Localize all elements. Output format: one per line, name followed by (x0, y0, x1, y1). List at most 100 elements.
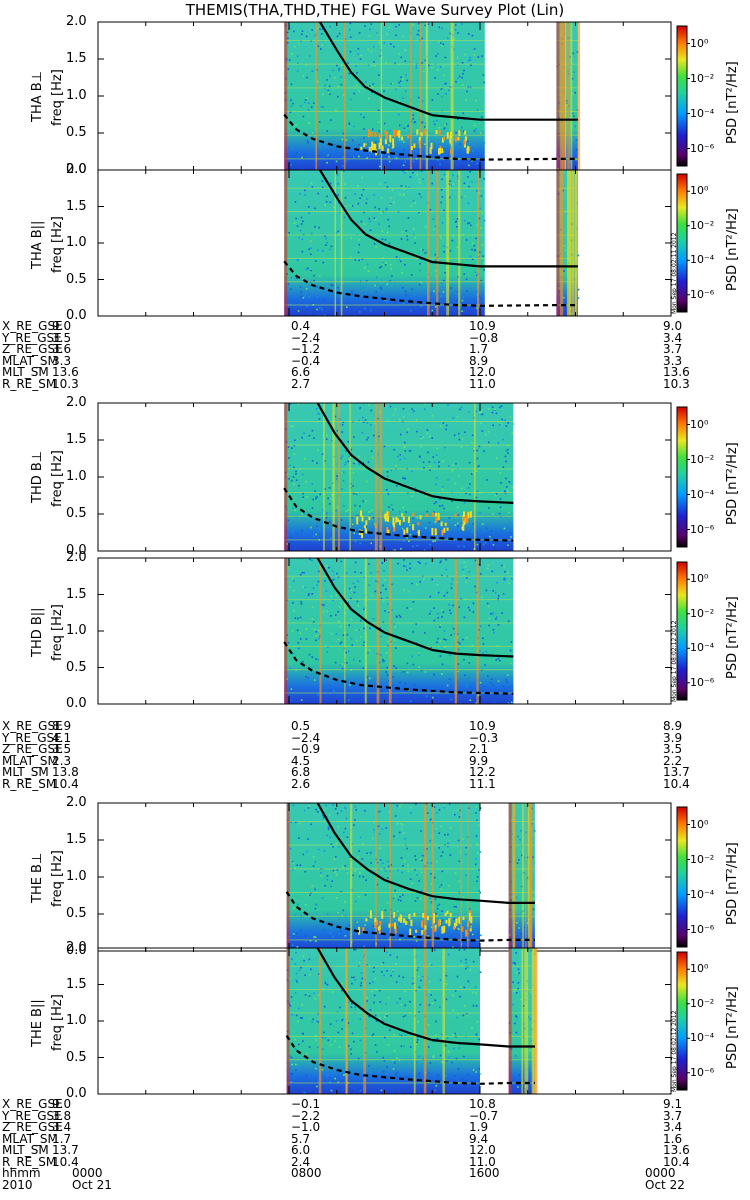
solid-frequency-curve (319, 22, 578, 121)
ephemeris-value: 10.8 (469, 1097, 496, 1111)
dashed-frequency-curve (285, 1034, 535, 1085)
ephemeris-label: X_RE_GSE (2, 319, 63, 333)
colorbar (676, 806, 688, 948)
ephemeris-value: −2.4 (291, 330, 321, 345)
spectrogram-the-bperp (97, 802, 690, 952)
time-axis-label: hhmm (2, 1166, 41, 1180)
ephemeris-label: MLT_SM (2, 1143, 49, 1157)
ephemeris-label: Z_RE_GSE (2, 342, 63, 356)
ephemeris-value: 2.4 (291, 1154, 311, 1169)
ephemeris-value: 6.8 (291, 765, 311, 779)
ephemeris-value: 3.3 (52, 353, 72, 368)
ephemeris-value: −2.2 (291, 1108, 321, 1123)
panel-yunit: freq [Hz] (50, 604, 65, 661)
colorbar-tick-label: 10⁰ (690, 572, 709, 586)
ephemeris-label: MLAT_SM (2, 353, 58, 368)
colorbar-tick-label: 10⁻⁶ (690, 675, 715, 689)
ephemeris-label: X_RE_GSE (2, 719, 63, 733)
ephemeris-value: 3.5 (52, 742, 72, 756)
colorbar (676, 951, 688, 1091)
ytick-label: 0.5 (66, 659, 87, 675)
ytick-label: 1.5 (66, 432, 87, 447)
ephemeris-value: 12.0 (469, 1143, 496, 1157)
ephemeris-value: 10.4 (663, 1154, 690, 1169)
ytick-label: 0.5 (66, 906, 87, 921)
panel-yunit: freq [Hz] (50, 69, 65, 126)
ephemeris-value: −0.9 (291, 742, 321, 756)
colorbar-tick-label: 10⁻⁶ (690, 922, 715, 936)
ephemeris-value: 1.7 (52, 1131, 72, 1146)
ephemeris-value: 1.9 (469, 1120, 489, 1134)
ephemeris-value: 9.0 (663, 319, 683, 333)
dashed-frequency-curve (283, 260, 578, 307)
ytick-label: 0.5 (66, 125, 87, 140)
ephemeris-value: 3.7 (663, 342, 683, 356)
ephemeris-value: −1.2 (291, 342, 321, 356)
colorbar-tick-label: 10⁻⁶ (690, 1065, 715, 1079)
ephemeris-value: 1.7 (469, 342, 489, 356)
timestamp-stamp: Mon Sep 17 08:02:11 2012 (671, 232, 678, 314)
ytick-label: 0.0 (66, 308, 87, 323)
spectrogram-tha-bpar (97, 169, 690, 317)
colorbar (676, 173, 688, 313)
ephemeris-value: 10.4 (52, 1154, 79, 1169)
ytick-label: 2.0 (66, 550, 87, 565)
dashed-frequency-curve (285, 891, 535, 942)
ephemeris-value: 3.4 (52, 1120, 72, 1134)
spectrum-block (284, 22, 485, 170)
panel-ylabel: THD B⊥ (30, 450, 45, 503)
ytick-label: 0.0 (66, 543, 87, 558)
ephemeris-value: 4.5 (291, 753, 311, 768)
ephemeris-value: 2.2 (663, 753, 683, 768)
time-axis-value: Oct 22 (645, 1177, 685, 1192)
solid-frequency-curve (316, 948, 535, 1048)
colorbar-tick-label: 10⁻² (690, 996, 715, 1010)
ephemeris-label: MLAT_SM (2, 1131, 58, 1146)
ephemeris-value: 10.3 (52, 376, 79, 391)
ephemeris-value: 10.9 (469, 719, 496, 733)
time-axis-value: 0000 (72, 1166, 103, 1180)
panel-yunit: freq [Hz] (50, 994, 65, 1051)
ephemeris-value: 2.3 (52, 753, 72, 768)
ephemeris-label: R_RE_SM (2, 776, 57, 791)
colorbar-tick-label: 10⁻⁴ (690, 106, 715, 120)
ephemeris-value: 9.9 (469, 753, 489, 768)
ephemeris-value: 3.5 (52, 330, 72, 345)
solid-frequency-curve (316, 803, 535, 904)
colorbar-title: PSD [nT²/Hz] (725, 596, 740, 679)
ephemeris-value: 12.0 (469, 365, 496, 379)
ytick-label: 1.5 (66, 976, 87, 992)
ephemeris-label: MLT_SM (2, 365, 49, 379)
ytick-label: 2.0 (66, 940, 87, 955)
colorbar-tick-label: 10⁰ (690, 184, 709, 198)
colorbar-tick-label: 10⁻⁴ (690, 641, 715, 655)
timestamp-stamp: Mon Sep 17 08:02:12 2012 (671, 1010, 678, 1092)
time-axis-value: 1600 (469, 1166, 500, 1180)
solid-frequency-curve (316, 558, 514, 658)
ytick-label: 1.5 (66, 586, 87, 602)
colorbar-tick-label: 10⁰ (690, 962, 709, 976)
colorbar-tick-label: 10⁻⁴ (690, 887, 715, 901)
ephemeris-value: 12.2 (469, 765, 496, 779)
ytick-label: 1.0 (66, 869, 87, 884)
time-axis-label: 2010 (2, 1177, 33, 1192)
ephemeris-value: 10.3 (663, 376, 690, 391)
ytick-label: 2.0 (66, 395, 87, 410)
time-axis-value: 0000 (645, 1166, 676, 1180)
colorbar (676, 561, 688, 701)
ephemeris-value: 9.1 (663, 1097, 683, 1111)
panel-ylabel: THA B⊥ (30, 71, 45, 122)
colorbar-title: PSD [nT²/Hz] (725, 842, 740, 925)
ytick-label: 1.5 (66, 51, 87, 66)
ytick-label: 0.5 (66, 271, 87, 287)
ephemeris-label: X_RE_GSE (2, 1097, 63, 1111)
ephemeris-value: 11.1 (469, 776, 496, 791)
colorbar (676, 25, 688, 167)
ephemeris-value: 3.6 (52, 342, 72, 356)
colorbar-title: PSD [nT²/Hz] (725, 61, 740, 144)
panel-ylabel: THE B|| (30, 999, 45, 1047)
ephemeris-value: 9.4 (469, 1131, 489, 1146)
ytick-label: 0.0 (66, 696, 87, 711)
ytick-label: 0.0 (66, 1086, 87, 1101)
spectrum-block (286, 803, 480, 951)
